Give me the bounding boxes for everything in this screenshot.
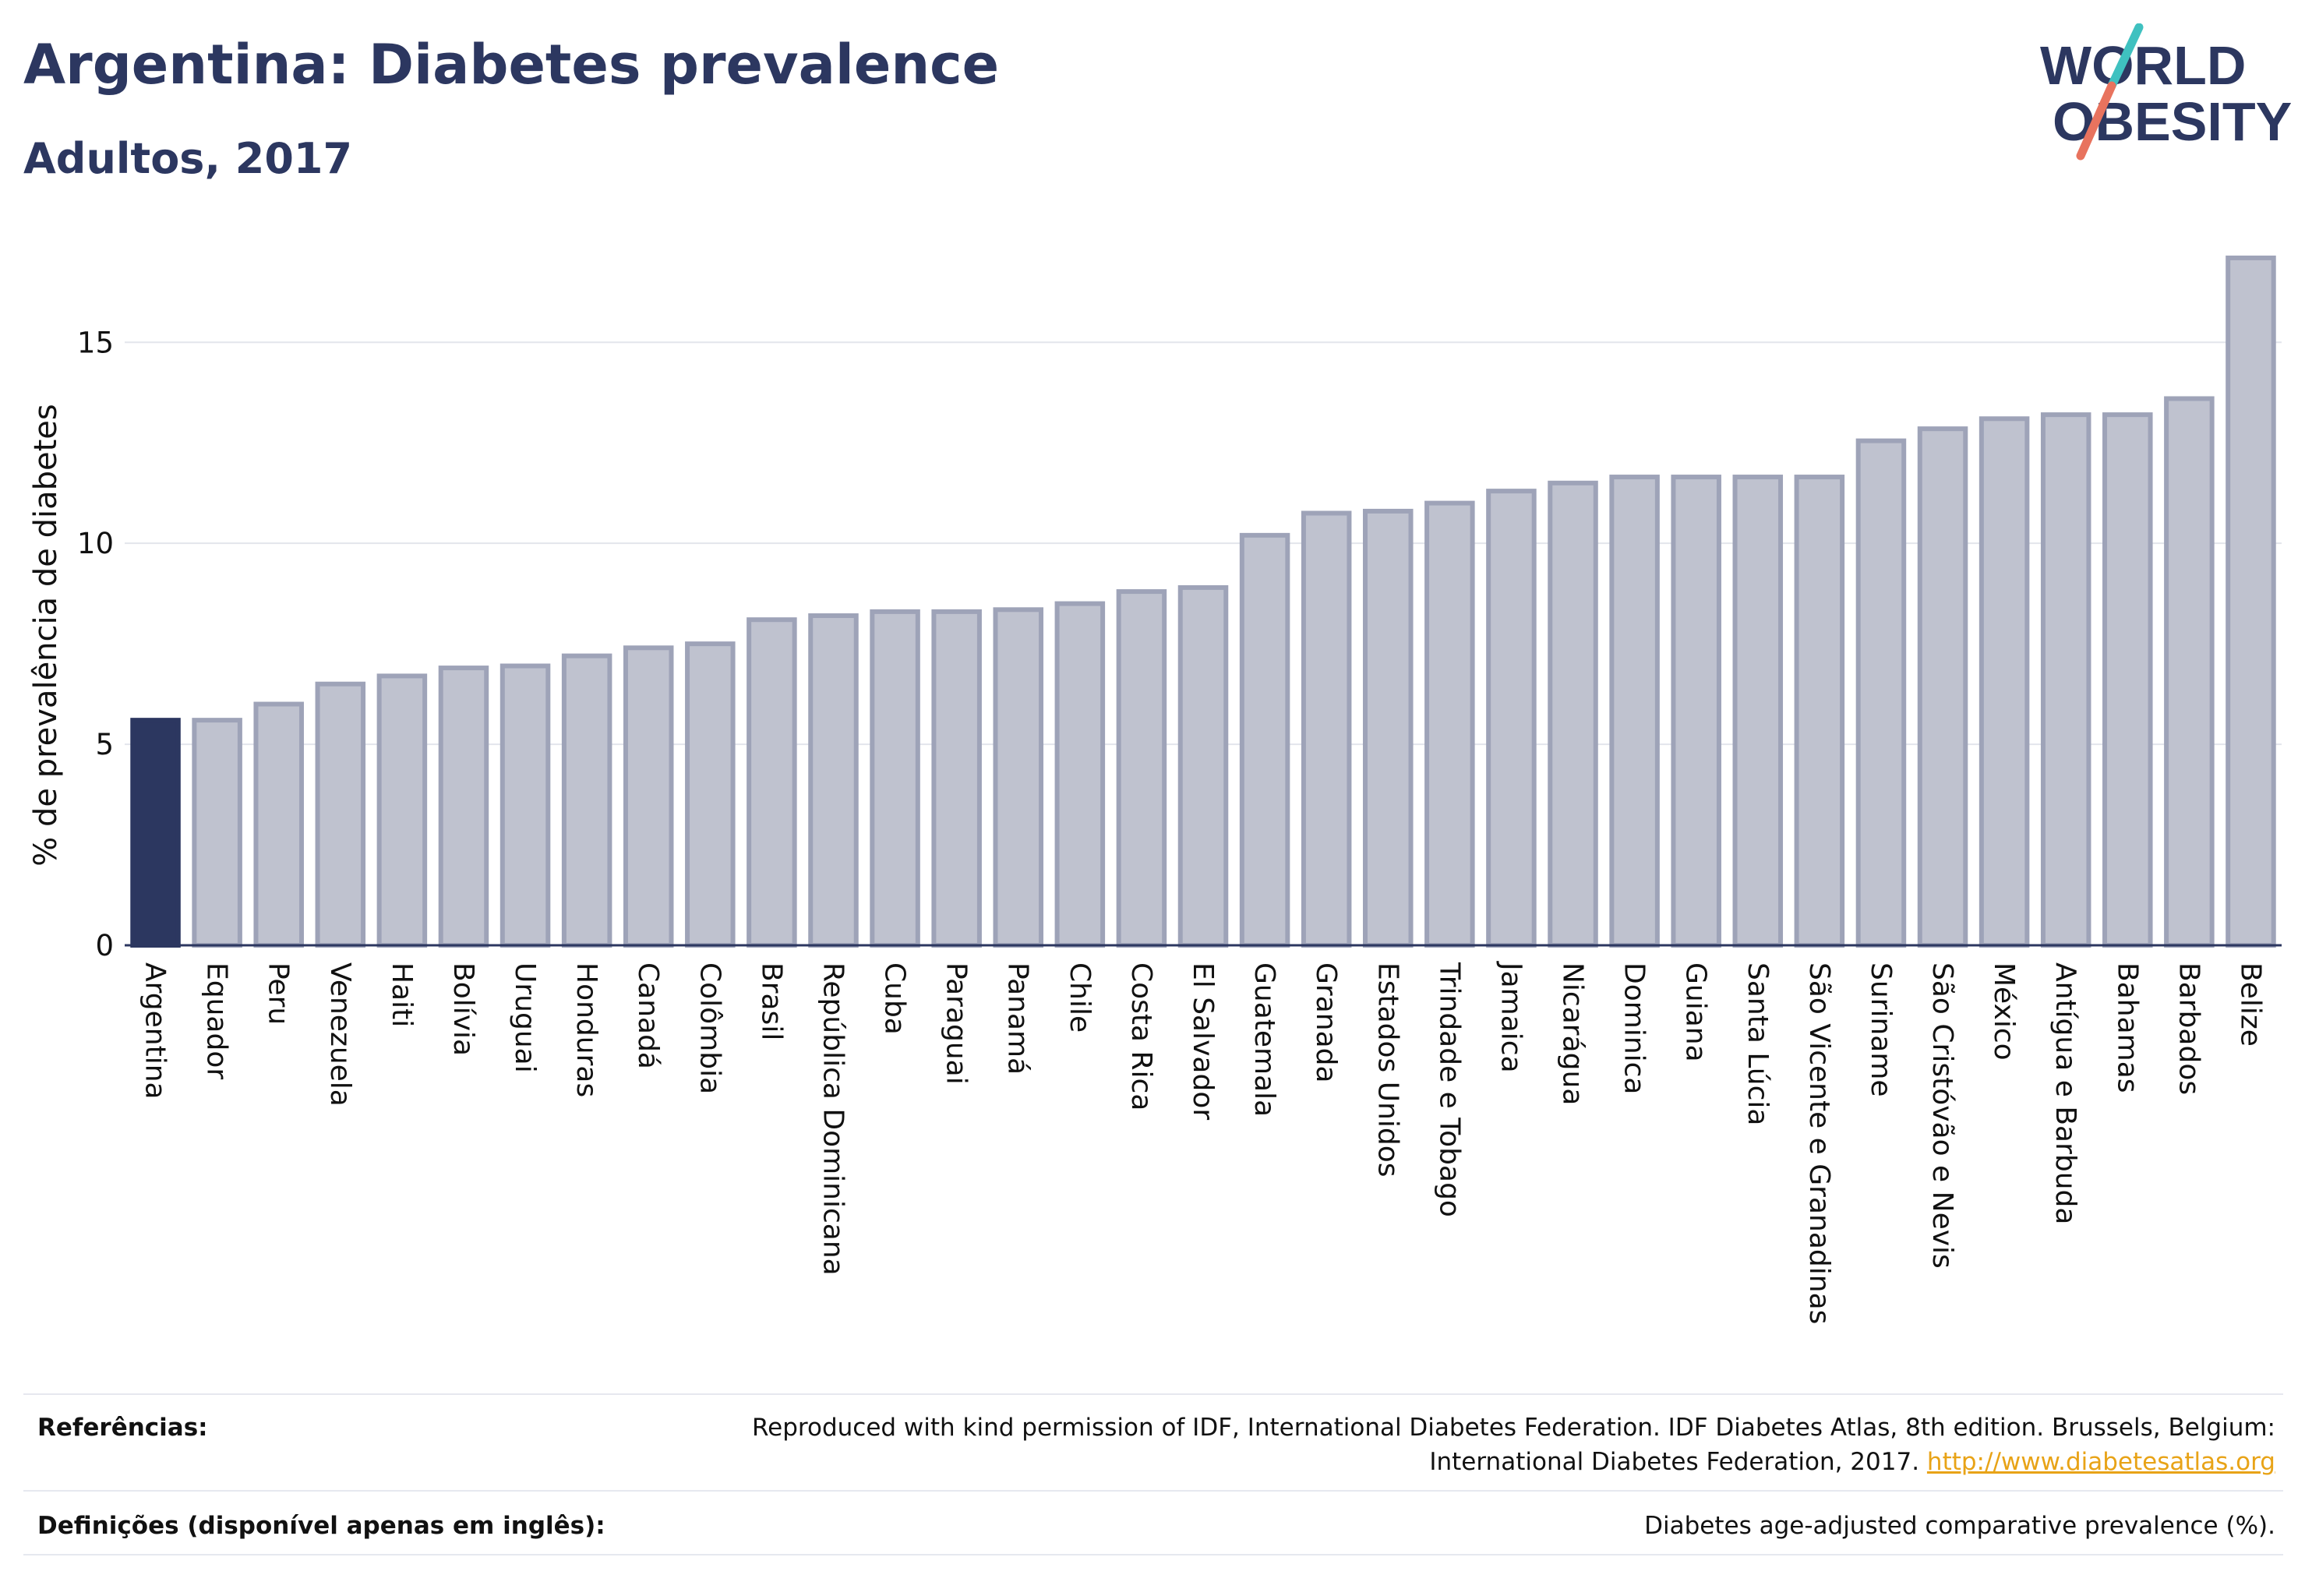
logo-slash-bottom	[2076, 81, 2116, 161]
x-tick-label: Uruguai	[509, 962, 541, 1073]
x-tick-label: Santa Lúcia	[1742, 962, 1774, 1125]
x-tick-label: Panamá	[1002, 962, 1034, 1075]
bars	[125, 255, 2282, 948]
definitions-text: Diabetes age-adjusted comparative preval…	[1644, 1512, 2275, 1540]
bar-são-vicente-e-granadinas	[1794, 475, 1845, 948]
x-tick-label: Equador	[201, 962, 233, 1079]
x-tick-label: Trindade e Tobago	[1433, 962, 1465, 1217]
references-label: Referências:	[37, 1414, 208, 1442]
bar-bolívia	[438, 666, 489, 948]
y-tick-label: 15	[77, 326, 114, 359]
x-tick-label: Colômbia	[694, 962, 725, 1094]
x-tick-label: São Cristóvão e Nevis	[1926, 962, 1958, 1269]
x-tick-labels: Argentina Equador Peru Venezuela Haiti Bolívi…	[139, 961, 2267, 1324]
x-tick-label: México	[1988, 962, 2020, 1061]
bar-trindade-e-tobago	[1424, 500, 1475, 948]
x-tick-label: Venezuela	[324, 962, 356, 1107]
x-tick-label: República Dominicana	[817, 962, 849, 1276]
bar-panamá	[993, 607, 1044, 948]
definitions-label: Definições (disponível apenas em inglês)…	[37, 1512, 605, 1540]
bar-belize	[2226, 255, 2276, 948]
x-tick-label: Granada	[1310, 962, 1342, 1083]
bar-nicarágua	[1548, 480, 1598, 948]
bar-equador	[192, 718, 242, 948]
x-tick-label: Haiti	[386, 962, 418, 1027]
x-tick-label: Belize	[2234, 962, 2266, 1047]
footer-divider-top	[23, 1393, 2283, 1395]
bar-santa-lúcia	[1732, 475, 1784, 948]
bar-república-dominicana	[808, 613, 859, 948]
x-tick-label: Suriname	[1865, 962, 1897, 1097]
footer-divider-middle	[23, 1490, 2283, 1492]
footer-divider-bottom	[23, 1554, 2283, 1555]
bar-argentina	[130, 718, 181, 948]
bar-jamaica	[1486, 489, 1537, 948]
x-tick-label: Bolívia	[447, 962, 479, 1056]
bar-granada	[1301, 510, 1352, 948]
bar-canadá	[623, 645, 674, 948]
bar-brasil	[747, 617, 797, 948]
x-tick-label: Jamaica	[1495, 961, 1527, 1073]
x-tick-label: Brasil	[755, 962, 787, 1040]
bar-chile	[1054, 601, 1106, 948]
bar-costa-rica	[1116, 589, 1167, 948]
bar-uruguai	[499, 663, 551, 948]
y-tick-label: 10	[77, 527, 114, 560]
logo-slash-top	[2107, 23, 2144, 90]
x-tick-label: Estados Unidos	[1371, 962, 1403, 1178]
world-obesity-logo: WORLD OBESITY	[2040, 23, 2291, 161]
page-subtitle: Adultos, 2017	[23, 134, 353, 183]
bar-guiana	[1671, 475, 1721, 948]
bar-bahamas	[2102, 412, 2153, 948]
bar-méxico	[1978, 416, 2030, 948]
references-line-2: International Diabetes Federation, 2017.	[1429, 1448, 1920, 1476]
x-tick-label: Guiana	[1680, 962, 1712, 1062]
x-tick-label: Antígua e Barbuda	[2049, 962, 2081, 1224]
x-tick-label: Argentina	[139, 962, 171, 1100]
x-tick-label: Canadá	[632, 962, 664, 1069]
bar-barbados	[2164, 396, 2215, 948]
y-tick-labels: 0 5 10 15	[77, 326, 114, 962]
x-tick-label: Chile	[1064, 962, 1096, 1033]
bar-chart: 0 5 10 15 Argentina Equador Peru Venezuela Hait…	[28, 255, 2282, 1324]
x-tick-label: Nicarágua	[1557, 962, 1589, 1105]
y-axis-label: % de prevalência de diabetes	[28, 404, 64, 866]
references-text: Reproduced with kind permission of IDF, …	[752, 1411, 2275, 1479]
references-link[interactable]: http://www.diabetesatlas.org	[1926, 1448, 2275, 1476]
x-tick-label: Paraguai	[941, 962, 972, 1085]
page-title: Argentina: Diabetes prevalence	[23, 33, 1000, 97]
bar-cuba	[870, 609, 920, 948]
bar-peru	[253, 701, 304, 948]
x-tick-label: São Vicente e Granadinas	[1803, 962, 1835, 1324]
y-tick-label: 0	[95, 929, 114, 962]
logo-text-world: WORLD	[2040, 35, 2246, 96]
x-tick-label: El Salvador	[1187, 962, 1219, 1120]
bar-paraguai	[931, 609, 982, 948]
x-tick-label: Barbados	[2173, 962, 2204, 1095]
x-tick-label: Guatemala	[1248, 962, 1280, 1117]
bar-são-cristóvão-e-nevis	[1917, 426, 1968, 948]
x-tick-label: Cuba	[879, 962, 911, 1035]
x-tick-label: Peru	[263, 962, 295, 1025]
bar-haiti	[376, 673, 428, 948]
bar-honduras	[561, 653, 612, 948]
x-tick-label: Bahamas	[2111, 962, 2143, 1093]
bar-venezuela	[315, 681, 366, 948]
bar-guatemala	[1239, 532, 1290, 948]
x-tick-label: Honduras	[570, 962, 602, 1097]
references-line-1: Reproduced with kind permission of IDF, …	[752, 1414, 2275, 1442]
bar-colômbia	[685, 641, 736, 948]
bar-estados-unidos	[1362, 508, 1414, 948]
x-tick-label: Costa Rica	[1125, 962, 1157, 1110]
bar-antígua-e-barbuda	[2040, 412, 2091, 948]
y-tick-label: 5	[95, 728, 114, 761]
bar-el-salvador	[1177, 584, 1229, 948]
x-tick-label: Dominica	[1618, 962, 1650, 1095]
bar-suriname	[1855, 438, 1907, 948]
bar-dominica	[1609, 475, 1660, 948]
